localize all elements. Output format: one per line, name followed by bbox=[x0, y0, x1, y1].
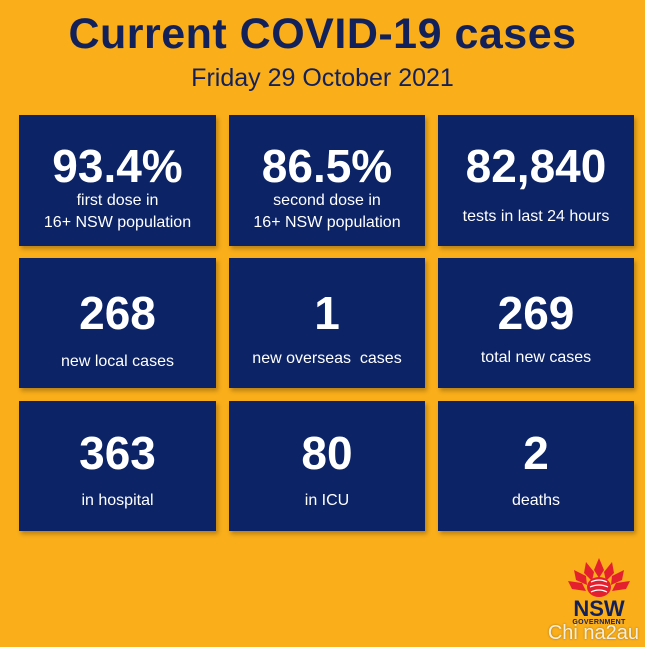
stat-label: deaths bbox=[511, 492, 561, 509]
stat-label: in hospital bbox=[81, 492, 154, 509]
stat-card-icu: 80 in ICU bbox=[229, 401, 425, 531]
stat-value: 268 bbox=[79, 287, 156, 339]
stat-label-line2: 16+ NSW population bbox=[43, 214, 192, 231]
stat-card-local-cases: 268 new local cases bbox=[19, 258, 216, 388]
stat-label: tests in last 24 hours bbox=[462, 208, 610, 225]
stat-label-line1: second dose in bbox=[273, 192, 381, 209]
stat-card-overseas-cases: 1 new overseas cases bbox=[229, 258, 425, 388]
stat-card-hospital: 363 in hospital bbox=[19, 401, 216, 531]
stat-value: 82,840 bbox=[465, 140, 607, 192]
stat-value: 363 bbox=[79, 427, 156, 479]
stat-card-first-dose: 93.4% first dose in 16+ NSW population bbox=[19, 115, 216, 246]
page-title: Current COVID-19 cases bbox=[68, 10, 577, 58]
stat-label: total new cases bbox=[480, 349, 592, 366]
stat-label: new local cases bbox=[61, 353, 174, 370]
stat-value: 93.4% bbox=[52, 140, 183, 192]
nsw-government-logo: NSW GOVERNMENT bbox=[560, 556, 638, 626]
stat-value: 86.5% bbox=[261, 140, 393, 192]
logo-name: NSW bbox=[573, 596, 625, 621]
stat-card-total-cases: 269 total new cases bbox=[438, 258, 634, 388]
stat-label-line2: 16+ NSW population bbox=[253, 214, 401, 231]
stat-card-tests: 82,840 tests in last 24 hours bbox=[438, 115, 634, 246]
logo-subtitle: GOVERNMENT bbox=[572, 619, 626, 626]
stat-value: 1 bbox=[314, 287, 340, 339]
watermark: Chi na2au bbox=[547, 622, 639, 644]
waratah-flower-icon bbox=[568, 558, 630, 597]
stat-value: 2 bbox=[523, 427, 549, 479]
stat-card-second-dose: 86.5% second dose in 16+ NSW population bbox=[229, 115, 425, 246]
stat-label: in ICU bbox=[304, 492, 350, 509]
stat-card-deaths: 2 deaths bbox=[438, 401, 634, 531]
page-date: Friday 29 October 2021 bbox=[191, 64, 454, 92]
stat-value: 80 bbox=[301, 427, 353, 479]
stat-label: new overseas cases bbox=[252, 350, 402, 367]
stat-value: 269 bbox=[497, 287, 575, 339]
stat-label-line1: first dose in bbox=[76, 192, 159, 209]
